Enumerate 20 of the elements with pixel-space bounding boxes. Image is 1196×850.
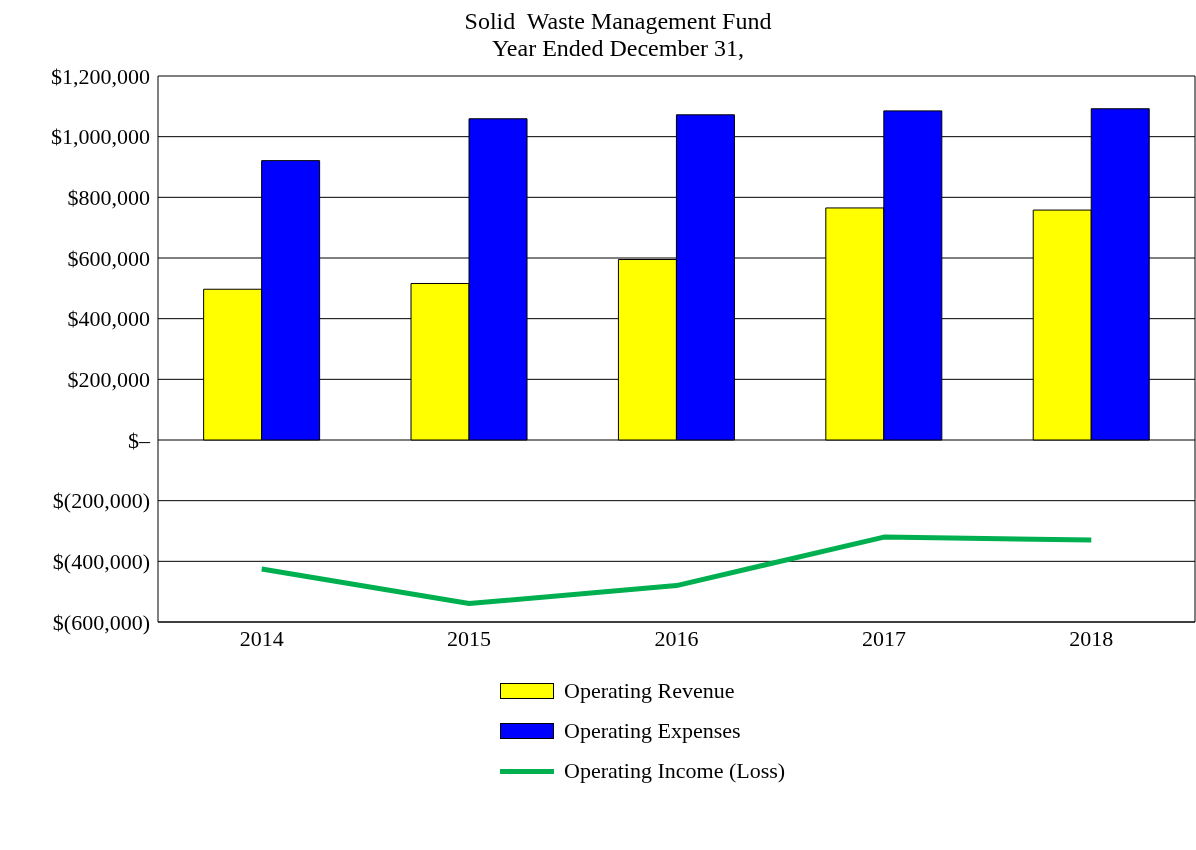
- y-tick-label: $1,000,000: [51, 124, 150, 150]
- x-tick-label: 2018: [1069, 625, 1114, 651]
- legend-label: Operating Revenue: [564, 678, 735, 704]
- y-tick-label: $800,000: [67, 185, 150, 211]
- y-tick-label: $600,000: [67, 245, 150, 271]
- y-tick-label: $(600,000): [52, 609, 150, 635]
- x-tick-label: 2015: [447, 625, 492, 651]
- y-tick-label: $400,000: [67, 306, 150, 332]
- chart-subtitle: Year Ended December 31,: [490, 35, 746, 62]
- legend-label: Operating Expenses: [564, 718, 741, 744]
- y-tick-label: $1,200,000: [51, 63, 150, 89]
- x-tick-label: 2014: [239, 625, 284, 651]
- chart-title: Solid Waste Management Fund: [463, 8, 773, 35]
- y-tick-label: $(200,000): [52, 488, 150, 514]
- y-tick-label: $(400,000): [52, 549, 150, 575]
- x-tick-label: 2016: [654, 625, 699, 651]
- legend-label: Operating Income (Loss): [564, 758, 786, 784]
- y-tick-label: $–: [128, 427, 151, 453]
- x-tick-label: 2017: [861, 625, 906, 651]
- y-tick-label: $200,000: [67, 367, 150, 393]
